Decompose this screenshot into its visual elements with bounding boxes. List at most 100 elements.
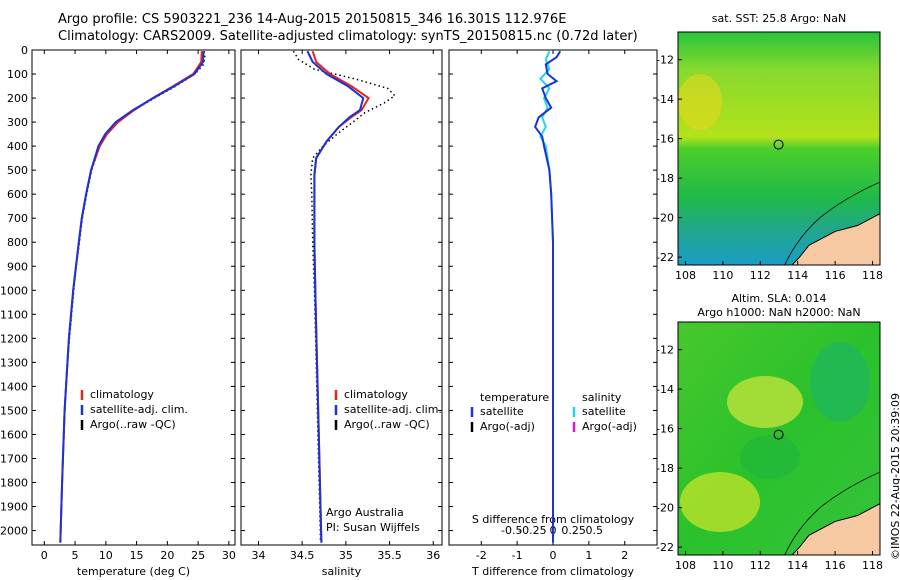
legend-header: temperature: [480, 391, 549, 404]
series-satellite-temperature: [59, 51, 205, 543]
x-tick-label: 36: [426, 549, 440, 562]
profile-title: Argo profile: CS 5903221_236 14-Aug-2015…: [58, 12, 567, 27]
x-tick-label: -2: [476, 549, 487, 562]
lon-tick-label: 116: [825, 559, 846, 572]
y-tick-label: 1800: [0, 477, 28, 490]
x-tick-label: 35: [339, 549, 353, 562]
map-bottom-argo-marker: [773, 429, 784, 440]
lat-tick-label: -20: [656, 502, 674, 515]
map-warm-patch: [678, 74, 722, 130]
lon-tick-label: 108: [675, 559, 696, 572]
lat-tick-label: -12: [656, 344, 674, 357]
x-tick-label: 0: [41, 549, 48, 562]
legend-label: Argo(..raw -QC): [90, 418, 176, 431]
map-anomaly-low: [740, 435, 800, 479]
lon-tick-label: 114: [787, 269, 808, 282]
series-argo-temperature: [59, 51, 206, 543]
legend-label: climatology: [344, 388, 408, 401]
y-tick-label: 1600: [0, 428, 28, 441]
map-bottom-title1: Altim. SLA: 0.014: [731, 292, 826, 305]
annotation-line2: PI: Susan Wijffels: [326, 521, 420, 534]
lat-tick-label: -14: [656, 383, 674, 396]
y-tick-label: 1000: [0, 284, 28, 297]
series-temperature-satellite: [533, 50, 562, 543]
x-tick-label-top: 0.5: [585, 524, 603, 537]
lat-tick-label: -16: [656, 423, 674, 436]
y-tick-label: 500: [7, 164, 28, 177]
map-top-isobath: [784, 181, 881, 266]
lat-tick-label: -22: [656, 251, 674, 264]
lon-tick-label: 112: [750, 559, 771, 572]
legend-label: satellite-adj. clim.: [344, 403, 442, 416]
legend-label: satellite: [480, 405, 524, 418]
x-tick-label: -1: [512, 549, 523, 562]
lat-tick-label: -20: [656, 212, 674, 225]
x-tick-label: 1: [585, 549, 592, 562]
lat-tick-label: -16: [656, 133, 674, 146]
map-bottom-frame: [677, 321, 881, 556]
y-tick-label: 2000: [0, 525, 28, 538]
legend-label: Argo(-adj): [582, 420, 637, 433]
y-tick-label: 600: [7, 188, 28, 201]
x-tick-label: 20: [160, 549, 174, 562]
y-tick-label: 1400: [0, 380, 28, 393]
x-tick-label: 30: [222, 549, 236, 562]
legend-header: salinity: [582, 391, 622, 404]
map-anomaly-high: [680, 472, 760, 532]
y-tick-label: 400: [7, 140, 28, 153]
x-axis-label: T difference from climatology: [471, 565, 634, 578]
y-tick-label: 1200: [0, 332, 28, 345]
x-tick-label-top: 0.25: [561, 524, 586, 537]
x-tick-label: 25: [191, 549, 205, 562]
legend-label: Argo(-adj): [480, 420, 535, 433]
map-bottom-title2: Argo h1000: NaN h2000: NaN: [697, 306, 860, 319]
series-satellite-salinity: [306, 50, 365, 543]
y-tick-label: 1500: [0, 404, 28, 417]
map-top-field: [678, 32, 880, 265]
panel-temperature-frame: [31, 49, 236, 546]
x-tick-label: 34: [251, 549, 265, 562]
y-tick-label: 800: [7, 236, 28, 249]
series-salinity-satellite: [539, 50, 554, 543]
x-tick-label: 0: [550, 549, 557, 562]
x-tick-label: 34.5: [290, 549, 315, 562]
lat-tick-label: -18: [656, 172, 674, 185]
lat-tick-label: -18: [656, 462, 674, 475]
map-top-argo-marker: [773, 139, 784, 150]
climatology-title: Climatology: CARS2009. Satellite-adjuste…: [58, 29, 638, 44]
legend-label: Argo(..raw -QC): [344, 418, 430, 431]
map-bottom-isobath: [784, 471, 881, 556]
lat-tick-label: -12: [656, 54, 674, 67]
x-tick-label: 2: [621, 549, 628, 562]
series-argo-salinity: [292, 50, 396, 543]
y-tick-label: 300: [7, 116, 28, 129]
lat-tick-label: -14: [656, 93, 674, 106]
lon-tick-label: 110: [712, 559, 733, 572]
map-anomaly-high: [727, 376, 803, 428]
y-tick-label: 900: [7, 260, 28, 273]
legend-label: satellite: [582, 405, 626, 418]
y-tick-label: 1100: [0, 308, 28, 321]
map-anomaly-low: [810, 342, 870, 422]
y-tick-label: 200: [7, 92, 28, 105]
y-tick-label: 100: [7, 68, 28, 81]
x-tick-label-top: -0.25: [518, 524, 546, 537]
x-axis-label: temperature (deg C): [77, 565, 190, 578]
annotation-line1: Argo Australia: [326, 506, 404, 519]
lon-tick-label: 112: [750, 269, 771, 282]
map-top-frame: [677, 31, 881, 266]
y-tick-label: 1900: [0, 501, 28, 514]
lon-tick-label: 110: [712, 269, 733, 282]
legend-label: climatology: [90, 388, 154, 401]
lon-tick-label: 116: [825, 269, 846, 282]
x-tick-label: 10: [99, 549, 113, 562]
x-axis-label: salinity: [322, 565, 362, 578]
y-tick-label: 0: [21, 44, 28, 57]
x-tick-label: 5: [72, 549, 79, 562]
y-tick-label: 1300: [0, 356, 28, 369]
legend-label: satellite-adj. clim.: [90, 403, 188, 416]
lon-tick-label: 118: [862, 559, 883, 572]
y-tick-label: 700: [7, 212, 28, 225]
x-tick-label: 35.5: [377, 549, 402, 562]
